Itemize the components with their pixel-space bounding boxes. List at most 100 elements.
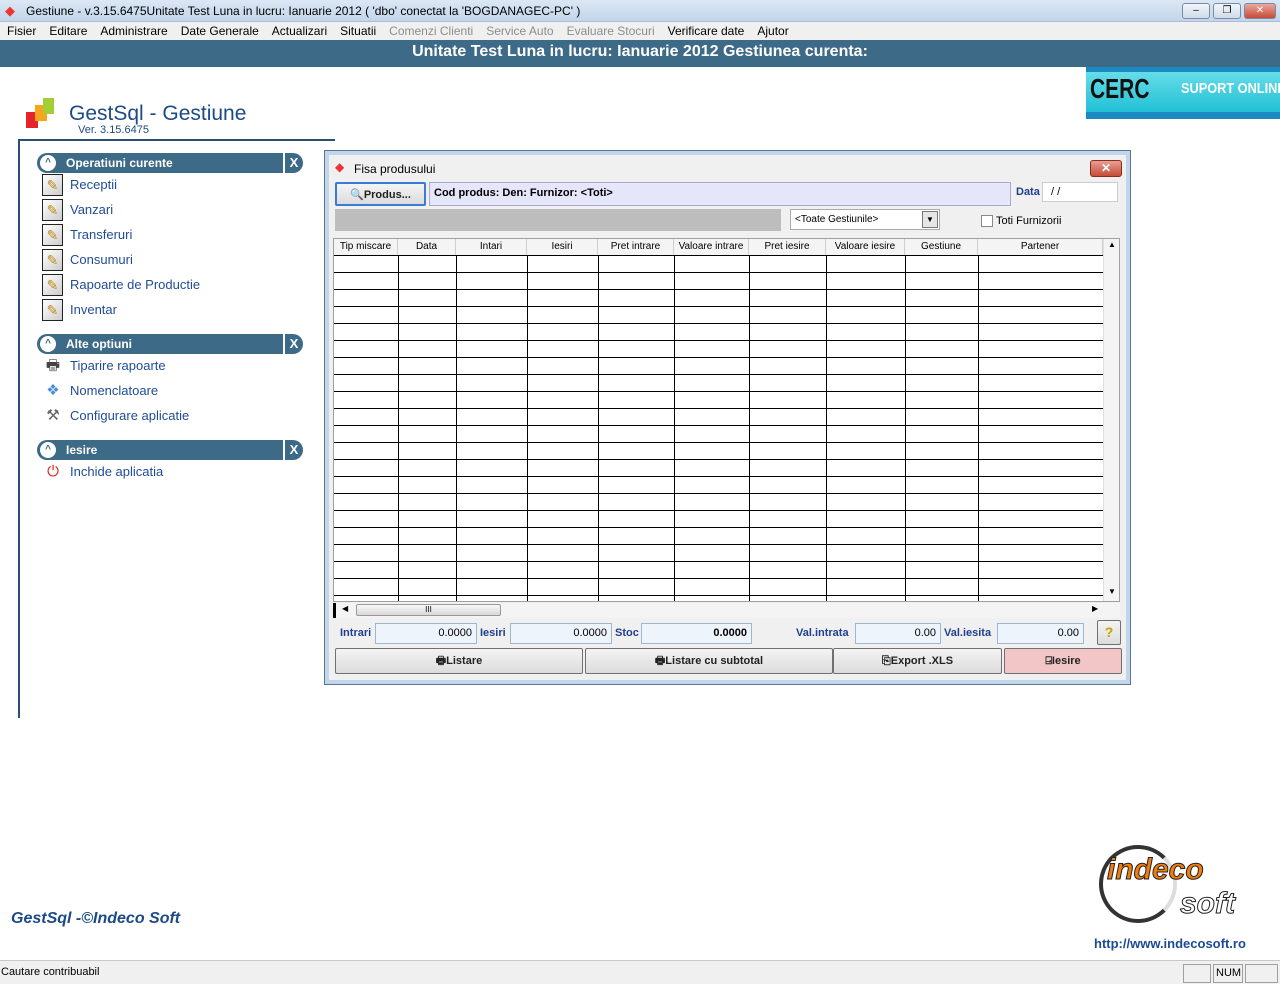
cards-icon: ❖ (46, 382, 60, 399)
column-header[interactable]: Valoare intrare (674, 239, 749, 255)
sidebar-item-label: Rapoarte de Productie (70, 277, 201, 292)
sidebar-item-receptii[interactable]: ✎ Receptii (42, 174, 292, 196)
product-info: Cod produs: Den: Furnizor: <Toti> (429, 182, 1011, 206)
chevron-up-icon[interactable]: ^ (40, 336, 56, 352)
scroll-left-icon[interactable]: ◀ (342, 604, 349, 613)
menu-verificare-date[interactable]: Verificare date (667, 24, 745, 38)
footer-copyright: GestSql -©Indeco Soft (11, 910, 181, 927)
menu-service-auto[interactable]: Service Auto (486, 24, 554, 38)
sidebar-item-consumuri[interactable]: ✎ Consumuri (42, 249, 292, 271)
sidebar-section-header[interactable]: ^ Operatiuni curente X (37, 153, 303, 173)
column-header[interactable]: Gestiune (905, 239, 978, 255)
table-row (334, 527, 1103, 528)
status-panel (1245, 964, 1278, 983)
table-row (334, 561, 1103, 562)
menu-fisier[interactable]: Fisier (7, 24, 37, 38)
sidebar-item-label: Vanzari (70, 202, 114, 217)
sidebar-item-tiparire-rapoarte[interactable]: 🖶 Tiparire rapoarte (42, 355, 292, 377)
vertical-scrollbar[interactable]: ▲ ▼ (1103, 239, 1119, 601)
sidebar-item-vanzari[interactable]: ✎ Vanzari (42, 199, 292, 221)
close-icon[interactable]: X (283, 334, 303, 354)
menu-date-generale[interactable]: Date Generale (180, 24, 259, 38)
table-row (334, 459, 1103, 460)
pencil-icon: ✎ (42, 299, 63, 321)
help-button[interactable]: ? (1097, 620, 1121, 645)
intrari-field: 0.0000 (375, 623, 477, 644)
sidebar-item-inchide-aplicatia[interactable]: ⏻ Inchide aplicatia (42, 461, 292, 483)
close-button[interactable]: ✕ (1244, 3, 1276, 19)
menu-administrare[interactable]: Administrare (100, 24, 168, 38)
menu-ajutor[interactable]: Ajutor (757, 24, 789, 38)
column-header[interactable]: Tip miscare (334, 239, 398, 255)
progress-bar (335, 209, 781, 231)
menu-situatii[interactable]: Situatii (340, 24, 377, 38)
copy-icon: ⎘ (881, 655, 891, 667)
column-header[interactable]: Valoare iesire (826, 239, 905, 255)
export-xls-button[interactable]: ⎘Export .XLS (833, 648, 1002, 674)
chevron-up-icon[interactable]: ^ (40, 442, 56, 458)
column-header[interactable]: Data (398, 239, 456, 255)
listare-subtotal-button[interactable]: 🖶Listare cu subtotal (585, 648, 833, 674)
grid-line (826, 255, 827, 601)
printer-icon: 🖶 (45, 357, 61, 374)
close-icon[interactable]: X (283, 440, 303, 460)
column-header[interactable]: Pret intrare (598, 239, 674, 255)
table-row (334, 391, 1103, 392)
support-online-button[interactable]: CERC SUPORT ONLINE (1086, 67, 1280, 119)
indeco-url-link[interactable]: http://www.indecosoft.ro (1094, 936, 1246, 951)
grid-line (674, 255, 675, 601)
minimize-button[interactable]: ‒ (1182, 3, 1210, 19)
dialog-close-button[interactable]: ✕ (1090, 160, 1122, 177)
column-header[interactable]: Partener (978, 239, 1103, 255)
sidebar-item-label: Consumuri (70, 252, 133, 267)
scroll-thumb[interactable]: III (356, 604, 501, 616)
indeco-logo-text: indeco soft (1107, 853, 1236, 921)
grid-line (978, 255, 979, 601)
status-text: Cautare contribuabil (1, 966, 100, 978)
menu-evaluare-stocuri[interactable]: Evaluare Stocuri (566, 24, 655, 38)
column-header[interactable]: Iesiri (527, 239, 598, 255)
pencil-icon: ✎ (42, 249, 63, 271)
val-iesita-label: Val.iesita (944, 627, 992, 639)
listare-button[interactable]: 🖶Listare (335, 648, 583, 674)
stoc-label: Stoc (615, 627, 639, 639)
horizontal-scrollbar[interactable]: ◀ III ▶ (333, 603, 1120, 618)
grid-line (398, 255, 399, 601)
sidebar-item-nomenclatoare[interactable]: ❖ Nomenclatoare (42, 380, 292, 402)
chevron-down-icon[interactable]: ▼ (922, 211, 938, 228)
maximize-button[interactable]: ❐ (1213, 3, 1241, 19)
scroll-right-icon[interactable]: ▶ (1092, 604, 1099, 613)
toti-furnizorii-checkbox[interactable] (981, 215, 993, 227)
sidebar-item-rapoarte-de-productie[interactable]: ✎ Rapoarte de Productie (42, 274, 292, 296)
column-header[interactable]: Pret iesire (749, 239, 826, 255)
sidebar-section-header[interactable]: ^ Iesire X (37, 440, 303, 460)
gestiune-select[interactable]: <Toate Gestiunile> ▼ (790, 209, 940, 230)
sidebar-section-header[interactable]: ^ Alte optiuni X (37, 334, 303, 354)
scroll-up-icon[interactable]: ▲ (1108, 240, 1116, 249)
cerc-logo: CERC (1090, 73, 1150, 104)
scroll-down-icon[interactable]: ▼ (1108, 587, 1116, 596)
table-row (334, 510, 1103, 511)
stoc-field: 0.0000 (641, 623, 752, 644)
fisa-produsului-dialog: ◆ Fisa produsului ✕ 🔍Produs... Cod produ… (324, 150, 1131, 685)
close-icon[interactable]: X (283, 153, 303, 173)
toti-furnizorii-label: Toti Furnizorii (996, 215, 1062, 227)
menu-actualizari[interactable]: Actualizari (271, 24, 328, 38)
sidebar-item-inventar[interactable]: ✎ Inventar (42, 299, 292, 321)
val-intrata-field: 0.00 (855, 623, 941, 644)
column-header[interactable]: Intari (456, 239, 527, 255)
iesire-button[interactable]: ⍈Iesire (1004, 648, 1122, 674)
power-icon: ⏻ (47, 463, 59, 480)
menu-comenzi-clienti[interactable]: Comenzi Clienti (389, 24, 474, 38)
table-row (334, 493, 1103, 494)
data-label: Data (1016, 186, 1040, 198)
dialog-icon: ◆ (335, 160, 345, 174)
chevron-up-icon[interactable]: ^ (40, 155, 56, 171)
tools-icon: ⚒ (46, 407, 60, 424)
menu-editare[interactable]: Editare (49, 24, 88, 38)
sidebar-item-transferuri[interactable]: ✎ Transferuri (42, 224, 292, 246)
sidebar-item-configurare-aplicatie[interactable]: ⚒ Configurare aplicatie (42, 405, 292, 427)
produs-button[interactable]: 🔍Produs... (335, 182, 426, 206)
sidebar-item-label: Nomenclatoare (70, 383, 159, 398)
data-input[interactable]: / / (1042, 182, 1118, 202)
